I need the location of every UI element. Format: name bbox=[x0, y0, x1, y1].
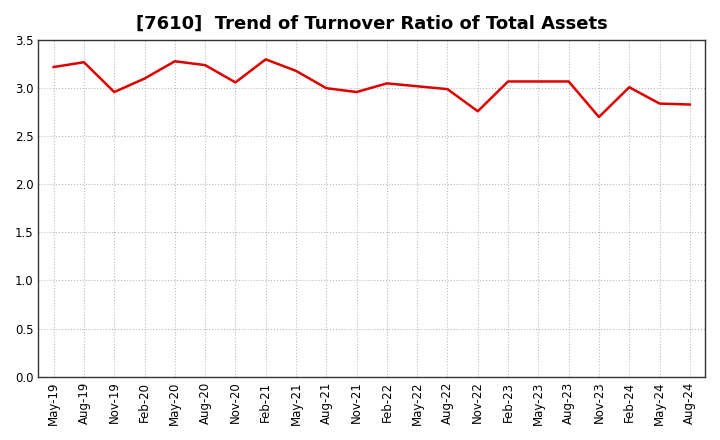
Title: [7610]  Trend of Turnover Ratio of Total Assets: [7610] Trend of Turnover Ratio of Total … bbox=[136, 15, 608, 33]
